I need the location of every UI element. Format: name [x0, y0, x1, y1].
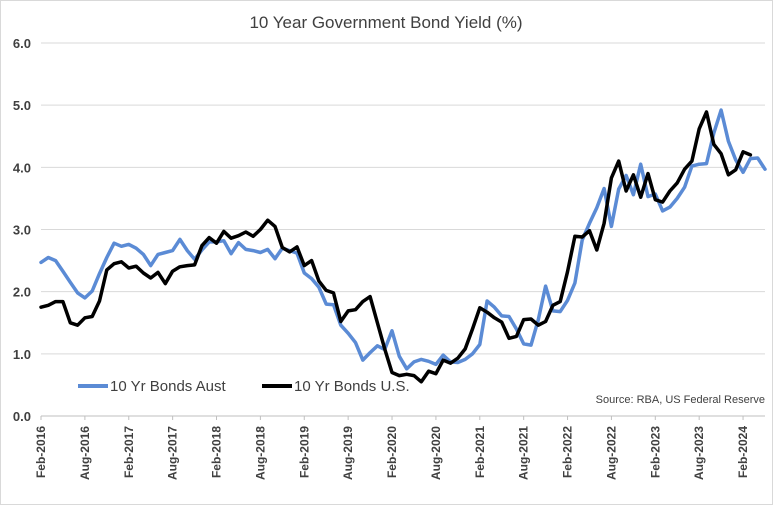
- y-tick-label: 2.0: [13, 285, 31, 300]
- x-tick-label: Aug-2018: [253, 426, 267, 480]
- series-lines: [39, 108, 767, 384]
- y-tick-label: 4.0: [13, 160, 31, 175]
- legend-label-aust: 10 Yr Bonds Aust: [110, 378, 226, 395]
- x-tick-label: Aug-2020: [429, 426, 443, 480]
- gridlines: [41, 42, 765, 417]
- x-tick-label: Aug-2021: [517, 426, 531, 480]
- y-tick-label: 6.0: [13, 36, 31, 51]
- x-axis-ticks: Feb-2016 Aug-2016 Feb-2017 Aug-2017 Feb-2018…: [34, 416, 750, 480]
- y-tick-label: 3.0: [13, 223, 31, 238]
- x-tick-label: Feb-2019: [297, 426, 311, 478]
- y-tick-label: 1.0: [13, 347, 31, 362]
- x-tick-label: Feb-2016: [34, 426, 48, 478]
- series-line-aust: [39, 108, 767, 371]
- x-tick-label: Feb-2020: [385, 426, 399, 478]
- x-tick-label: Aug-2022: [604, 426, 618, 480]
- x-tick-label: Feb-2024: [736, 426, 750, 478]
- x-tick-label: Feb-2018: [210, 426, 224, 478]
- chart-title: 10 Year Government Bond Yield (%): [249, 13, 522, 32]
- y-tick-label: 5.0: [13, 98, 31, 113]
- x-tick-label: Feb-2023: [648, 426, 662, 478]
- legend-label-us: 10 Yr Bonds U.S.: [294, 378, 410, 395]
- x-tick-label: Aug-2023: [692, 426, 706, 480]
- x-tick-label: Feb-2017: [122, 426, 136, 478]
- x-tick-label: Aug-2017: [166, 426, 180, 480]
- y-tick-label: 0.0: [13, 409, 31, 424]
- x-tick-label: Feb-2021: [473, 426, 487, 478]
- source-note: Source: RBA, US Federal Reserve: [596, 394, 765, 406]
- y-axis-ticks: 0.0 1.0 2.0 3.0 4.0 5.0 6.0: [13, 36, 31, 424]
- x-tick-label: Aug-2019: [341, 426, 355, 480]
- legend: 10 Yr Bonds Aust 10 Yr Bonds U.S.: [78, 378, 410, 395]
- x-tick-label: Feb-2022: [561, 426, 575, 478]
- x-tick-label: Aug-2016: [78, 426, 92, 480]
- series-line-us: [39, 110, 753, 384]
